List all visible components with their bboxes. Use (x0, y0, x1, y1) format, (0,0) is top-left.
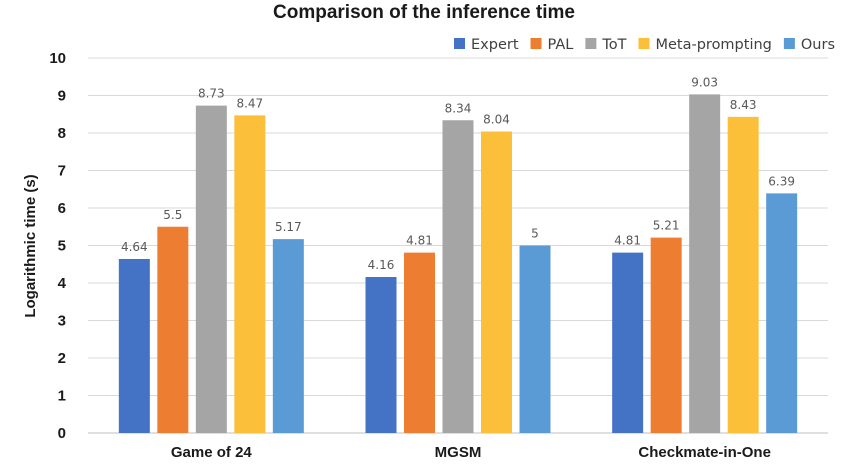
data-label: 8.43 (730, 98, 757, 112)
legend-label: Ours (801, 37, 835, 53)
data-label: 9.03 (691, 75, 718, 89)
bars (118, 94, 798, 433)
y-tick-label: 9 (58, 88, 66, 105)
y-tick-label: 3 (58, 313, 66, 330)
legend-label: Expert (471, 37, 519, 53)
x-tick-label: Checkmate-in-One (638, 444, 771, 461)
data-label: 6.39 (768, 174, 795, 188)
legend-item-meta-prompting: Meta-prompting (638, 37, 772, 53)
legend-item-pal: PAL (530, 37, 574, 53)
y-tick-label: 10 (49, 50, 66, 67)
bar-tot (689, 94, 721, 433)
data-label: 5.5 (163, 208, 182, 222)
y-tick-label: 8 (58, 125, 66, 142)
legend-item-ours: Ours (783, 37, 835, 53)
data-label: 5 (531, 227, 539, 241)
bar-expert (365, 277, 397, 433)
data-labels: 4.64 5.5 8.73 8.47 5.17 4.16 4.81 8.34 8.04 5 4.81… (121, 75, 795, 272)
bar-pal (157, 226, 189, 433)
legend-swatch (585, 38, 597, 49)
data-label: 4.64 (121, 240, 148, 254)
y-axis-label: Logarithmic time (s) (22, 174, 39, 317)
bar-expert (612, 252, 644, 433)
legend-label: ToT (601, 37, 626, 53)
bar-meta-prompting (727, 116, 759, 433)
legend: Expert PAL ToT Meta-prompting Ours (454, 37, 835, 53)
y-tick-label: 4 (58, 275, 67, 292)
legend-swatch (530, 38, 542, 49)
data-label: 4.81 (406, 234, 433, 248)
y-tick-label: 5 (58, 238, 66, 255)
legend-label: PAL (548, 37, 574, 53)
y-tick-label: 6 (58, 200, 66, 217)
chart-title: Comparison of the inference time (273, 2, 575, 23)
data-label: 8.47 (236, 96, 263, 110)
bar-meta-prompting (234, 115, 266, 433)
bar-pal (650, 237, 682, 433)
x-tick-label: MGSM (435, 444, 482, 461)
bar-ours (519, 245, 551, 433)
bar-ours (766, 193, 798, 433)
y-tick-label: 2 (58, 350, 66, 367)
y-tick-label: 1 (58, 388, 66, 405)
data-label: 8.34 (445, 101, 472, 115)
bar-expert (118, 259, 150, 433)
data-label: 4.16 (368, 258, 395, 272)
bar-tot (195, 105, 227, 433)
y-tick-label: 7 (58, 163, 66, 180)
data-label: 4.81 (614, 234, 641, 248)
data-label: 8.73 (198, 87, 225, 101)
bar-pal (404, 252, 435, 433)
data-label: 5.21 (653, 219, 680, 233)
legend-swatch (454, 38, 466, 49)
y-axis-ticks: 0 1 2 3 4 5 6 7 8 9 10 (49, 50, 66, 442)
legend-item-expert: Expert (454, 37, 519, 53)
legend-label: Meta-prompting (655, 37, 771, 53)
y-tick-label: 0 (58, 425, 66, 442)
data-label: 8.04 (483, 113, 510, 127)
x-axis-ticks: Game of 24 MGSM Checkmate-in-One (171, 444, 771, 461)
legend-swatch (783, 38, 795, 49)
bar-ours (272, 239, 304, 433)
legend-item-tot: ToT (585, 37, 627, 53)
bar-meta-prompting (481, 131, 512, 433)
data-label: 5.17 (275, 220, 302, 234)
legend-swatch (638, 38, 650, 49)
bar-tot (442, 120, 474, 433)
x-tick-label: Game of 24 (171, 444, 253, 461)
